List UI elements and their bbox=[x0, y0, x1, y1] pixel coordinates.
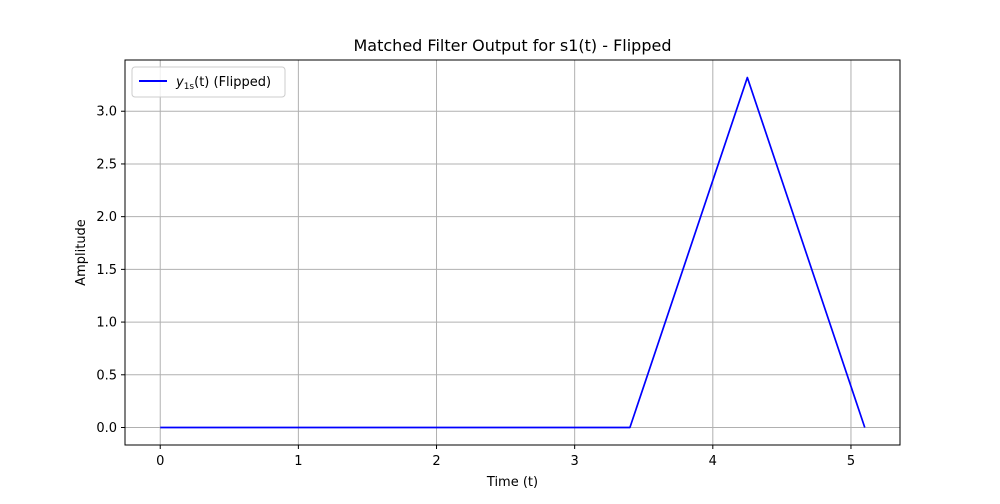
legend-label-math-arg: (t) bbox=[194, 75, 209, 90]
tick-layer: 0 1 2 3 4 5 0.0 0.5 1.0 1.5 2.0 2.5 3.0 bbox=[96, 105, 855, 469]
y-tick-label: 1.5 bbox=[96, 263, 117, 278]
y-tick-label: 0.0 bbox=[96, 421, 117, 436]
legend-label-suffix: (Flipped) bbox=[209, 75, 271, 90]
x-tick-label: 5 bbox=[847, 454, 855, 469]
y-tick-label: 1.0 bbox=[96, 316, 117, 331]
x-tick-label: 4 bbox=[709, 454, 717, 469]
x-tick-label: 0 bbox=[156, 454, 164, 469]
chart-title: Matched Filter Output for s1(t) - Flippe… bbox=[354, 36, 672, 55]
x-tick-label: 3 bbox=[571, 454, 579, 469]
y-tick-label: 2.0 bbox=[96, 210, 117, 225]
x-axis-label: Time (t) bbox=[486, 475, 538, 490]
legend-label: y1s(t) (Flipped) bbox=[175, 75, 271, 92]
y-axis-label: Amplitude bbox=[74, 219, 89, 286]
x-tick-label: 1 bbox=[294, 454, 302, 469]
x-tick-label: 2 bbox=[432, 454, 440, 469]
legend-label-math-sub: 1s bbox=[184, 82, 195, 92]
legend-box bbox=[131, 66, 286, 98]
y-tick-label: 0.5 bbox=[96, 368, 117, 383]
y-tick-label: 2.5 bbox=[96, 157, 117, 172]
series-layer bbox=[160, 76, 866, 429]
plot-frame bbox=[124, 59, 901, 446]
series-line bbox=[160, 76, 866, 429]
legend-label-math-base: y bbox=[175, 75, 184, 90]
grid-layer bbox=[125, 60, 900, 445]
y-tick-label: 3.0 bbox=[96, 105, 117, 120]
legend: y1s(t) (Flipped) bbox=[131, 66, 286, 98]
